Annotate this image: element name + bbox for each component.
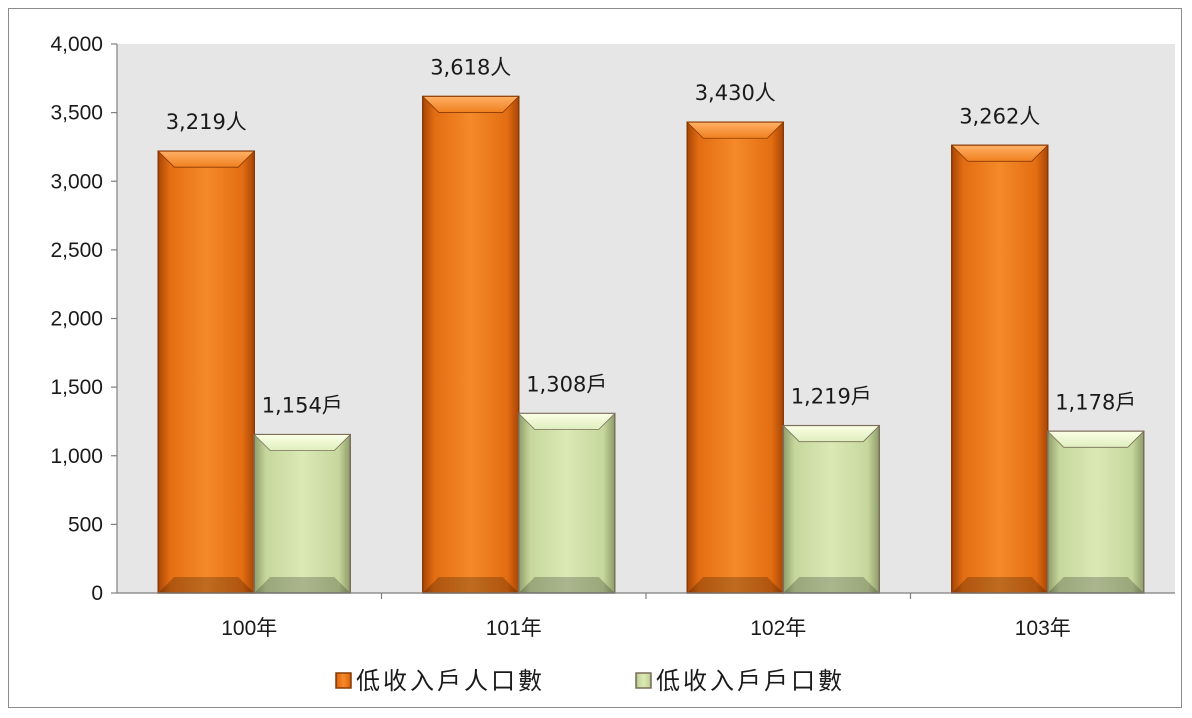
bar-top-bevel (1046, 430, 1145, 448)
data-label: 3,219人 (166, 110, 247, 134)
bar-bottom-bevel (1047, 577, 1144, 593)
legend-swatch (635, 672, 652, 689)
bar-groups: 3,219人 1,154戶 3,618人 1,308戶 3,430人 1,219戶 3,26… (157, 55, 1145, 594)
bar (950, 144, 1049, 594)
data-label: 1,219戶 (791, 385, 872, 409)
bar (421, 95, 520, 594)
bar-top-bevel (950, 144, 1049, 162)
legend-swatch (335, 672, 352, 689)
x-tick-label: 103年 (1015, 617, 1071, 640)
bar-top-bevel (157, 150, 256, 168)
legend: 低收入戶人口數 低收入戶戶口數 (335, 667, 845, 695)
bar-face (253, 433, 351, 594)
x-tick-label: 101年 (486, 617, 542, 640)
bar-top-bevel (782, 425, 881, 443)
legend-label: 低收入戶人口數 (356, 667, 545, 695)
bar-face (1047, 430, 1145, 594)
bar (253, 433, 352, 594)
y-tick-label: 2,500 (50, 239, 103, 262)
data-label: 3,618人 (430, 55, 511, 79)
bar (686, 121, 785, 594)
x-tick-label: 100年 (221, 617, 277, 640)
y-tick-label: 500 (68, 513, 103, 536)
y-tick-label: 3,000 (50, 170, 103, 193)
bar-face (951, 144, 1049, 594)
bar-bottom-bevel (783, 577, 880, 593)
bar-bottom-bevel (422, 577, 519, 593)
data-label: 3,430人 (695, 81, 776, 105)
y-tick-label: 3,500 (50, 102, 103, 125)
bar (517, 412, 616, 594)
bar-face (157, 150, 255, 594)
bar-top-bevel (517, 413, 616, 430)
legend-label: 低收入戶戶口數 (656, 667, 845, 695)
bar-face (422, 95, 520, 594)
y-tick-label: 2,000 (50, 308, 103, 331)
y-axis-ticks: 0 500 1,000 1,500 2,000 2,500 3,000 3,500 4,000 (50, 33, 117, 605)
bar-bottom-bevel (687, 577, 784, 593)
data-label: 1,308戶 (526, 372, 607, 396)
data-label: 1,178戶 (1055, 390, 1136, 414)
bar-bottom-bevel (518, 577, 615, 593)
bar-top-bevel (421, 96, 520, 113)
bar-face (686, 121, 784, 594)
data-label: 1,154戶 (262, 394, 343, 418)
bar-bottom-bevel (158, 577, 255, 593)
bar (157, 150, 256, 594)
x-axis-ticks: 100年 101年 102年 103年 (221, 593, 1071, 640)
x-tick-label: 102年 (750, 617, 806, 640)
bar-bottom-bevel (254, 577, 351, 593)
bar (1046, 430, 1145, 594)
y-tick-label: 4,000 (50, 33, 103, 56)
bar-bottom-bevel (951, 577, 1048, 593)
bar-face (518, 412, 616, 594)
bar (782, 424, 881, 594)
y-tick-label: 1,500 (50, 376, 103, 399)
bar-face (782, 424, 880, 594)
y-tick-label: 0 (91, 582, 103, 605)
bar-top-bevel (253, 434, 352, 452)
bar-top-bevel (686, 121, 785, 139)
data-label: 3,262人 (959, 104, 1040, 128)
y-tick-label: 1,000 (50, 445, 103, 468)
